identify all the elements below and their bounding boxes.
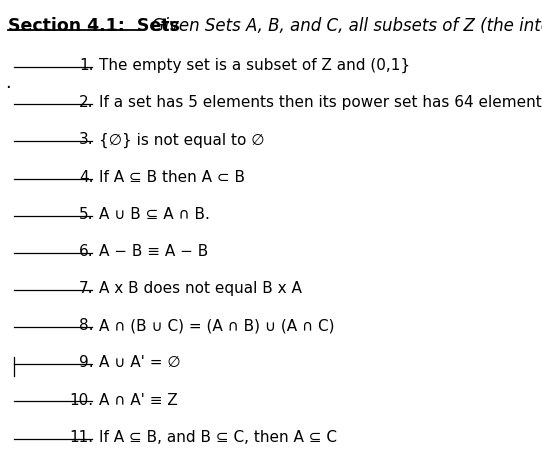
Text: 3.: 3.	[79, 132, 94, 147]
Text: 8.: 8.	[79, 318, 94, 333]
Text: A x B does not equal B x A: A x B does not equal B x A	[99, 280, 302, 295]
Text: 5.: 5.	[79, 206, 94, 221]
Text: 10.: 10.	[69, 392, 94, 407]
Text: A ∪ B ⊆ A ∩ B.: A ∪ B ⊆ A ∩ B.	[99, 206, 210, 221]
Text: A ∩ A' ≡ Z: A ∩ A' ≡ Z	[99, 392, 178, 407]
Text: 4.: 4.	[79, 169, 94, 184]
Text: 6.: 6.	[79, 243, 94, 258]
Text: Given Sets A, B, and C, all subsets of Z (the integers): Given Sets A, B, and C, all subsets of Z…	[141, 17, 542, 35]
Text: .: .	[5, 74, 11, 92]
Text: If A ⊆ B then A ⊂ B: If A ⊆ B then A ⊂ B	[99, 169, 246, 184]
Text: 1.: 1.	[79, 58, 94, 73]
Text: 2.: 2.	[79, 95, 94, 110]
Text: 9.: 9.	[79, 354, 94, 369]
Text: 11.: 11.	[69, 429, 94, 444]
Text: If A ⊆ B, and B ⊆ C, then A ⊆ C: If A ⊆ B, and B ⊆ C, then A ⊆ C	[99, 429, 337, 444]
Text: If a set has 5 elements then its power set has 64 elements.: If a set has 5 elements then its power s…	[99, 95, 542, 110]
Text: {∅} is not equal to ∅: {∅} is not equal to ∅	[99, 132, 264, 147]
Text: A ∩ (B ∪ C) = (A ∩ B) ∪ (A ∩ C): A ∩ (B ∪ C) = (A ∩ B) ∪ (A ∩ C)	[99, 318, 335, 333]
Text: A ∪ A' = ∅: A ∪ A' = ∅	[99, 354, 181, 369]
Text: Section 4.1:  Sets: Section 4.1: Sets	[8, 17, 180, 35]
Text: 7.: 7.	[79, 280, 94, 295]
Text: The empty set is a subset of Z and (0,1}: The empty set is a subset of Z and (0,1}	[99, 58, 410, 73]
Text: A − B ≡ A − B: A − B ≡ A − B	[99, 243, 209, 258]
